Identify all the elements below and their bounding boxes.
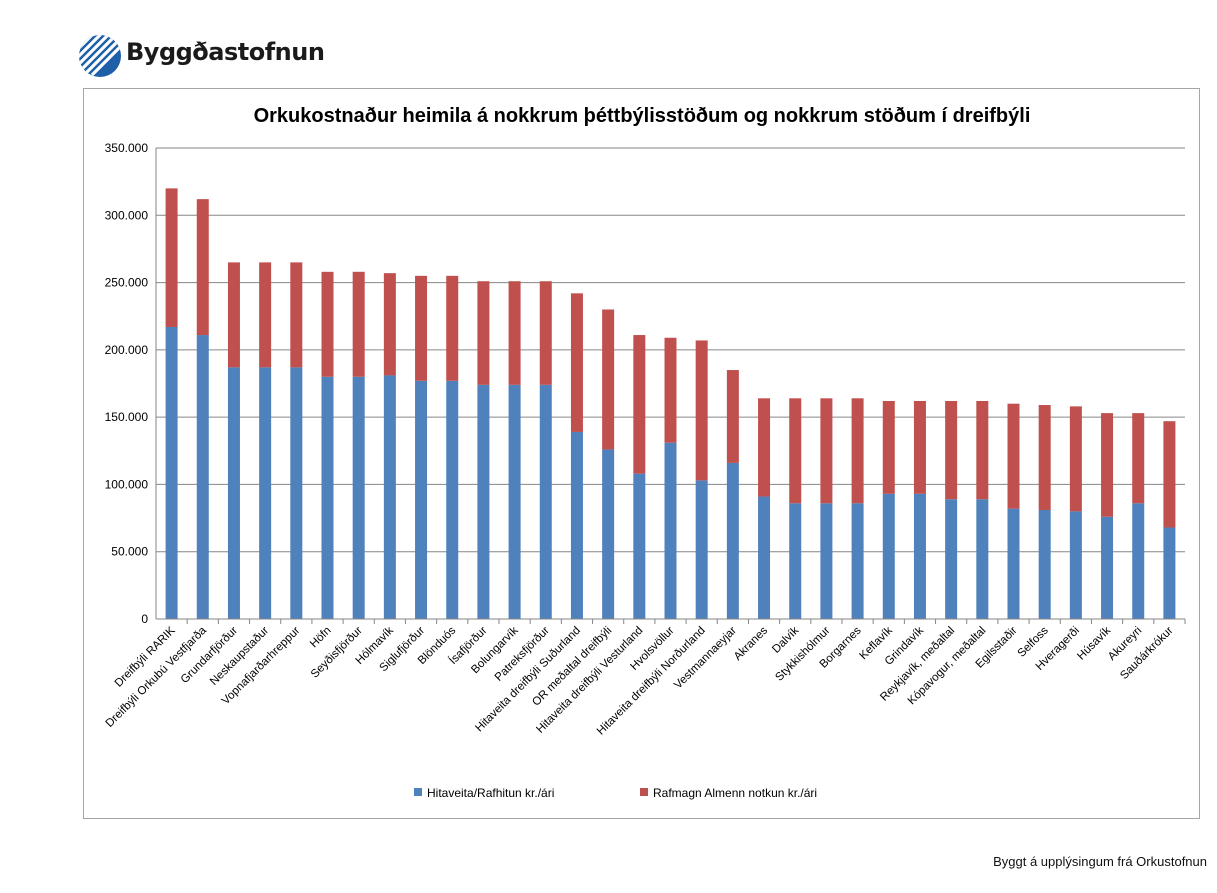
bar-segment-heating	[290, 367, 303, 619]
bar-segment-electricity	[758, 398, 771, 497]
bar-segment-electricity	[290, 262, 303, 368]
bar-segment-heating	[1038, 510, 1051, 619]
y-tick-label: 200.000	[105, 343, 149, 357]
bar-segment-electricity	[1101, 413, 1114, 517]
bar-segment-electricity	[882, 400, 895, 494]
bar-segment-electricity	[321, 271, 334, 377]
bar-segment-electricity	[570, 293, 583, 432]
bar-segment-electricity	[695, 340, 708, 481]
bar-segment-electricity	[1038, 405, 1051, 510]
bar-segment-electricity	[539, 281, 552, 385]
bar-segment-heating	[570, 431, 583, 619]
bar-segment-heating	[1101, 516, 1114, 619]
bar-segment-heating	[1069, 511, 1082, 619]
bar-segment-heating	[976, 499, 989, 619]
bar-segment-heating	[789, 503, 802, 619]
bar-segment-heating	[259, 367, 272, 619]
bar-segment-electricity	[945, 400, 958, 500]
bar-segment-heating	[758, 496, 771, 619]
bar-segment-heating	[633, 473, 646, 619]
bar-segment-heating	[820, 503, 833, 619]
x-category-label: Höfn	[308, 625, 334, 651]
bar-segment-heating	[415, 380, 428, 619]
bar-segment-heating	[508, 384, 521, 619]
bar-segment-heating	[851, 503, 864, 619]
bar-segment-electricity	[508, 281, 521, 385]
bar-segment-heating	[726, 462, 739, 619]
source-credit: Byggt á upplýsingum frá Orkustofnun	[993, 854, 1207, 869]
legend-swatch	[414, 788, 422, 796]
bar-segment-heating	[352, 376, 365, 619]
bar-segment-heating	[383, 375, 396, 619]
bar-segment-heating	[196, 335, 209, 619]
bar-segment-heating	[477, 384, 490, 619]
bar-segment-heating	[602, 449, 615, 619]
bar-segment-heating	[1163, 527, 1176, 619]
bar-segment-heating	[227, 367, 240, 619]
bar-segment-electricity	[227, 262, 240, 368]
bar-segment-heating	[695, 480, 708, 619]
bar-segment-heating	[539, 384, 552, 619]
y-tick-label: 150.000	[105, 410, 149, 424]
bar-segment-electricity	[1069, 406, 1082, 512]
bar-segment-heating	[446, 380, 459, 619]
y-tick-label: 0	[141, 612, 148, 626]
bar-segment-heating	[882, 493, 895, 619]
chart-title: Orkukostnaður heimila á nokkrum þéttbýli…	[254, 105, 1031, 127]
bar-segment-electricity	[383, 273, 396, 376]
chart-frame: Orkukostnaður heimila á nokkrum þéttbýli…	[83, 88, 1200, 819]
bar-segment-heating	[321, 376, 334, 619]
legend: Hitaveita/Rafhitun kr./ári Rafmagn Almenn…	[414, 786, 817, 800]
bar-segment-electricity	[477, 281, 490, 385]
y-tick-label: 300.000	[105, 208, 149, 222]
bar-segment-electricity	[664, 337, 677, 443]
y-tick-label: 100.000	[105, 477, 149, 491]
bar-segment-heating	[165, 326, 178, 619]
bar-segment-heating	[945, 499, 958, 619]
bars	[165, 188, 1176, 619]
bar-segment-heating	[1007, 508, 1020, 619]
legend-label: Hitaveita/Rafhitun kr./ári	[427, 786, 554, 800]
bar-segment-electricity	[726, 370, 739, 463]
legend-label: Rafmagn Almenn notkun kr./ári	[653, 786, 817, 800]
legend-swatch	[640, 788, 648, 796]
bar-segment-heating	[664, 442, 677, 619]
bar-segment-electricity	[415, 275, 428, 381]
bar-segment-electricity	[165, 188, 178, 327]
bar-segment-electricity	[976, 400, 989, 500]
bar-segment-heating	[913, 493, 926, 619]
x-category-label: Akranes	[732, 624, 770, 662]
bar-segment-heating	[1132, 503, 1145, 619]
bar-segment-electricity	[1007, 403, 1020, 509]
bar-segment-electricity	[851, 398, 864, 504]
bar-segment-electricity	[789, 398, 802, 504]
bar-segment-electricity	[446, 275, 459, 381]
y-tick-label: 50.000	[111, 545, 148, 559]
stacked-bar-chart: Orkukostnaður heimila á nokkrum þéttbýli…	[104, 105, 1186, 800]
logo-text: Byggðastofnun	[126, 38, 325, 66]
bar-segment-electricity	[1132, 413, 1145, 504]
bar-segment-electricity	[352, 271, 365, 377]
bar-segment-electricity	[259, 262, 272, 368]
bar-segment-electricity	[820, 398, 833, 504]
x-category-label: Patreksfjörður	[493, 625, 552, 684]
bar-segment-electricity	[1163, 421, 1176, 528]
bar-segment-electricity	[602, 309, 615, 450]
y-tick-label: 350.000	[105, 141, 149, 155]
x-category-label: Stykkishólmur	[773, 625, 832, 684]
byggdastofnun-logo	[79, 35, 121, 77]
y-tick-label: 250.000	[105, 276, 149, 290]
bar-segment-electricity	[913, 400, 926, 494]
bar-segment-electricity	[633, 335, 646, 474]
bar-segment-electricity	[196, 199, 209, 336]
